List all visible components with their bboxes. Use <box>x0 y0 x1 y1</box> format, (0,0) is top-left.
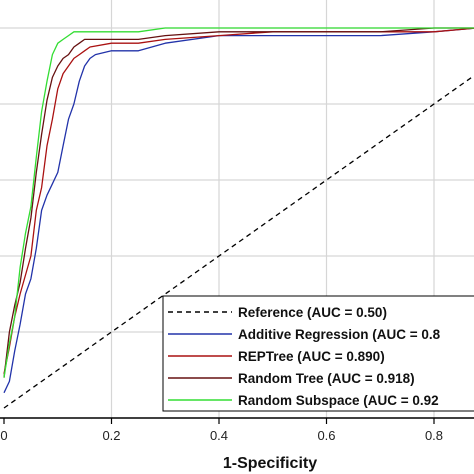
series-line-3 <box>3 27 474 378</box>
series-line-0 <box>3 74 474 409</box>
legend-box <box>162 295 474 412</box>
series-line-1 <box>3 27 474 394</box>
legend-label-3: Random Tree (AUC = 0.918) <box>238 371 415 386</box>
x-tick-label: 0.2 <box>102 428 120 443</box>
x-tick-label: 0.4 <box>210 428 228 443</box>
x-tick-label: 0 <box>0 428 7 443</box>
series-layer <box>3 27 474 409</box>
legend-label-4: Random Subspace (AUC = 0.92 <box>238 393 439 408</box>
x-axis-title: 1-Specificity <box>223 455 317 472</box>
x-tick-label: 0.6 <box>317 428 335 443</box>
legend-label-0: Reference (AUC = 0.50) <box>238 305 387 320</box>
x-tick-group: 0 0.2 0.4 0.6 0.8 <box>0 418 443 443</box>
x-tick-label: 0.8 <box>425 428 443 443</box>
legend-label-2: REPTree (AUC = 0.890) <box>238 349 385 364</box>
legend-label-1: Additive Regression (AUC = 0.8 <box>238 327 441 342</box>
legend: Reference (AUC = 0.50) Additive Regressio… <box>162 295 474 412</box>
series-line-4 <box>3 27 474 378</box>
grid-lines <box>0 0 474 418</box>
